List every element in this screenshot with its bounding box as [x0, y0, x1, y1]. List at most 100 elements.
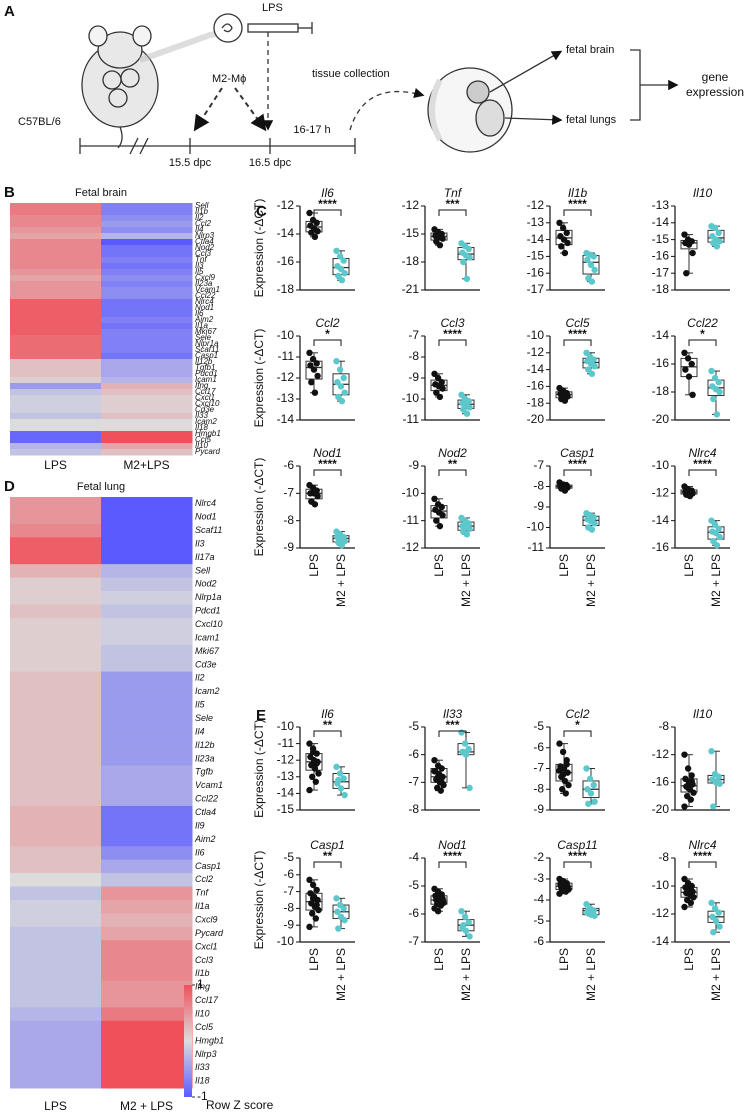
data-point — [311, 501, 319, 508]
gene-label: Vcam1 — [195, 780, 223, 790]
data-point — [460, 406, 467, 413]
data-point — [306, 349, 313, 356]
data-point — [591, 520, 598, 527]
y-axis-label: Expression (-ΔCT) — [252, 199, 266, 298]
y-tick-label: -6 — [533, 740, 544, 754]
heatmap-cell — [101, 413, 193, 420]
heatmap-cell — [10, 389, 102, 396]
x-tick-label: M2 + LPS — [459, 554, 473, 607]
gene-label: Nod1 — [195, 303, 214, 312]
heatmap-cell — [10, 287, 102, 294]
gene-label: Cxcl10 — [195, 399, 220, 408]
data-point — [715, 229, 722, 237]
y-tick-label: -14 — [652, 215, 670, 229]
heatmap-cell — [101, 287, 193, 294]
y-tick-label: -5 — [408, 878, 419, 892]
significance-label: **** — [443, 849, 462, 863]
heatmap-cell — [10, 805, 102, 820]
schematic-label: 16.5 dpc — [249, 157, 292, 169]
plot-title: Ccl2 — [565, 707, 589, 721]
heatmap-cell — [10, 658, 102, 673]
heatmap-cell — [10, 940, 102, 955]
heatmap-cell — [10, 443, 102, 450]
gene-label: Ccl5 — [195, 435, 212, 444]
y-tick-label: -20 — [527, 412, 545, 426]
heatmap-cell — [10, 617, 102, 632]
y-tick-label: -9 — [408, 458, 419, 472]
heatmap-cell — [10, 281, 102, 288]
panel-label: E — [256, 707, 266, 724]
data-point — [561, 487, 569, 494]
y-tick-label: -6 — [533, 934, 544, 948]
heatmap-cell — [101, 1061, 193, 1076]
heatmap-cell — [101, 215, 193, 222]
data-point — [690, 789, 697, 796]
gene-label: Il23a — [195, 753, 215, 763]
y-tick-label: -16 — [652, 775, 670, 789]
heatmap-cell — [10, 371, 102, 378]
data-point — [709, 913, 716, 920]
heatmap-cell — [101, 383, 193, 390]
data-point — [556, 219, 563, 226]
gene-label: Il9 — [195, 820, 205, 830]
data-point — [713, 243, 721, 250]
y-tick-label: -16 — [277, 254, 295, 268]
significance-bracket — [438, 209, 467, 216]
data-point — [311, 233, 319, 240]
heatmap-cell — [10, 510, 102, 525]
schematic-label: M2-Mϕ — [212, 73, 246, 85]
heatmap-cell — [101, 859, 193, 874]
y-tick-label: -10 — [277, 328, 295, 342]
gene-label: Il1b — [195, 207, 208, 216]
y-tick-label: -7 — [283, 486, 294, 500]
colorbar — [184, 985, 192, 1097]
data-point — [335, 925, 342, 932]
heatmap-cell — [10, 407, 102, 414]
gene-label: Nlrc4 — [195, 498, 216, 508]
y-tick-label: -7 — [408, 775, 419, 789]
data-point — [460, 258, 467, 266]
data-point — [588, 526, 596, 533]
heatmap-cell — [101, 550, 193, 565]
y-tick-label: -10 — [402, 391, 420, 405]
y-tick-label: -7 — [408, 934, 419, 948]
data-point — [337, 785, 345, 792]
panel-label: C — [256, 203, 267, 220]
plot-title: Il6 — [321, 707, 334, 721]
data-point — [460, 748, 467, 756]
data-point — [583, 765, 590, 772]
gene-label: Icam2 — [195, 686, 220, 696]
plot-title: Ccl5 — [565, 316, 589, 330]
gene-label: Pycard — [195, 447, 220, 456]
data-point — [710, 537, 717, 545]
significance-label: **** — [318, 197, 337, 211]
heatmap-cell — [101, 371, 193, 378]
y-tick-label: -9 — [533, 499, 544, 513]
heatmap-title: Fetal lung — [77, 481, 125, 493]
heatmap-cell — [101, 257, 193, 264]
plot-title: Il10 — [693, 707, 713, 721]
data-point — [684, 784, 692, 792]
heatmap-cell — [101, 221, 193, 228]
data-point — [336, 770, 344, 777]
data-point — [689, 249, 696, 257]
significance-bracket — [563, 339, 592, 346]
data-point — [716, 533, 723, 541]
plot-title: Nod2 — [438, 446, 467, 460]
heatmap-cell — [10, 1020, 102, 1035]
heatmap-cell — [101, 953, 193, 968]
heatmap-cell — [101, 564, 193, 579]
heatmap-cell — [10, 859, 102, 874]
data-point — [710, 929, 717, 936]
heatmap-cell — [101, 792, 193, 807]
significance-bracket — [688, 469, 717, 476]
gene-label: Il12b — [195, 357, 213, 366]
data-point — [340, 775, 347, 782]
data-point — [684, 885, 692, 892]
gene-label: Il4 — [195, 225, 204, 234]
data-point — [556, 890, 563, 897]
data-point — [590, 253, 597, 260]
heatmap-cell — [101, 698, 193, 713]
data-point — [681, 875, 688, 883]
data-point — [335, 776, 342, 784]
